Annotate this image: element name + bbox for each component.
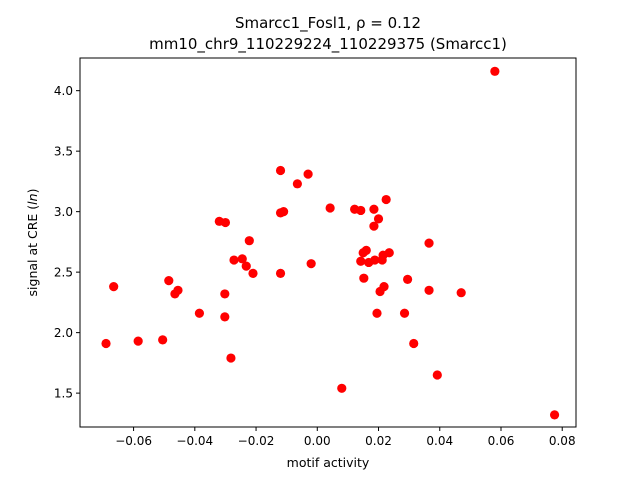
y-tick-label: 2.0 <box>54 326 73 340</box>
data-point <box>432 370 442 380</box>
data-point <box>109 282 119 292</box>
data-point <box>337 383 347 393</box>
data-point <box>220 312 230 322</box>
data-point <box>359 273 369 283</box>
chart-title-line1: Smarcc1_Fosl1, ρ = 0.12 <box>235 14 421 33</box>
y-axis-label-prefix: signal at CRE ( <box>25 205 40 297</box>
x-tick-label: −0.06 <box>115 434 152 448</box>
chart-title-line2: mm10_chr9_110229224_110229375 (Smarcc1) <box>149 35 507 54</box>
data-point <box>173 285 183 295</box>
data-point <box>220 289 230 299</box>
data-point <box>356 256 366 266</box>
y-axis-label-suffix: ) <box>25 189 40 194</box>
x-tick-label: 0.02 <box>365 434 392 448</box>
y-tick-label: 2.5 <box>54 266 73 280</box>
data-point <box>158 335 168 345</box>
x-tick-label: −0.04 <box>176 434 213 448</box>
data-point <box>101 338 111 349</box>
data-points <box>101 66 560 420</box>
data-point <box>248 268 258 278</box>
x-axis-label: motif activity <box>287 455 370 470</box>
data-point <box>424 238 434 248</box>
data-point <box>292 179 302 189</box>
y-axis-label-italic: ln <box>25 193 40 204</box>
y-axis-ticks: 1.5 2.0 2.5 3.0 3.5 4.0 <box>54 84 80 401</box>
data-point <box>373 214 384 224</box>
data-point <box>306 259 316 269</box>
data-point <box>164 276 174 286</box>
data-point <box>303 169 313 179</box>
data-point <box>490 66 500 76</box>
data-point <box>369 204 379 214</box>
data-point <box>241 261 251 271</box>
data-point <box>361 245 371 255</box>
data-point <box>549 410 560 420</box>
x-tick-label: 0.00 <box>304 434 331 448</box>
data-point <box>244 236 254 246</box>
data-point <box>275 268 286 278</box>
data-point <box>381 194 391 205</box>
plot-frame <box>79 57 577 428</box>
y-axis-label: signal at CRE (ln) <box>25 189 40 297</box>
y-tick-label: 4.0 <box>54 84 73 98</box>
x-tick-label: 0.06 <box>488 434 515 448</box>
data-point <box>403 274 413 284</box>
data-point <box>424 285 434 295</box>
data-point <box>133 336 143 346</box>
data-point <box>379 282 389 292</box>
x-axis-ticks: −0.06 −0.04 −0.02 0.00 0.02 0.04 0.06 0.08 <box>115 427 576 448</box>
data-point <box>279 207 289 217</box>
x-tick-label: 0.04 <box>426 434 453 448</box>
data-point <box>226 353 236 363</box>
data-point <box>325 203 335 213</box>
data-point <box>370 255 380 265</box>
data-point <box>237 254 247 264</box>
data-point <box>229 255 239 265</box>
data-point <box>369 221 379 231</box>
x-tick-label: 0.08 <box>549 434 576 448</box>
data-point <box>384 248 394 258</box>
y-tick-label: 1.5 <box>54 387 73 401</box>
data-point <box>356 205 366 216</box>
y-tick-label: 3.5 <box>54 145 73 159</box>
data-point <box>194 308 205 318</box>
data-point <box>456 288 466 298</box>
data-point <box>372 308 382 318</box>
data-point <box>220 217 231 228</box>
data-point <box>275 165 286 176</box>
y-tick-label: 3.0 <box>54 205 73 219</box>
data-point <box>409 338 419 349</box>
x-tick-label: −0.02 <box>238 434 275 448</box>
data-point <box>399 308 410 318</box>
